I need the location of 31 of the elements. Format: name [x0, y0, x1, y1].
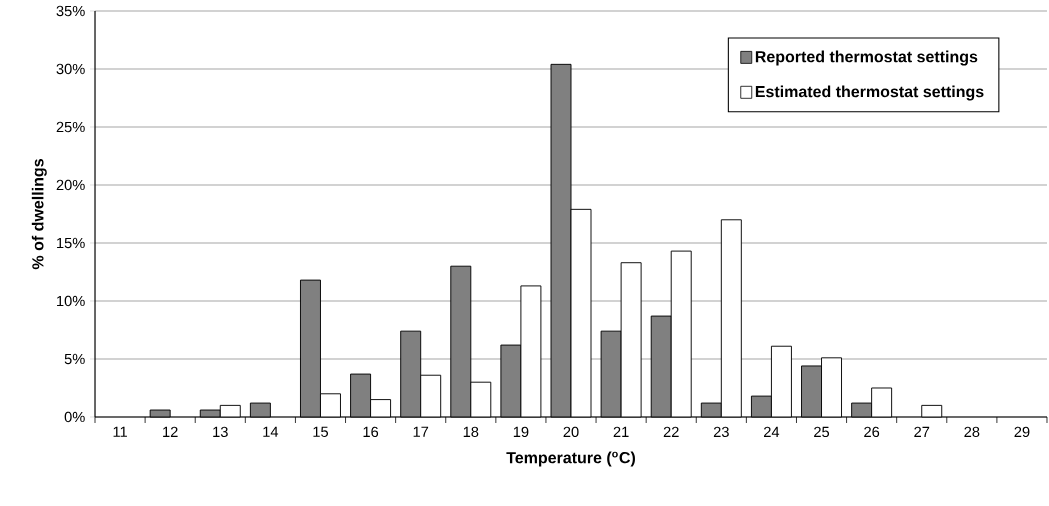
x-tick-label: 23	[713, 426, 729, 438]
x-tick-label: 11	[113, 426, 127, 437]
x-tick-label: 25	[814, 426, 830, 438]
x-tick-label: 22	[663, 426, 679, 437]
legend-label: Estimated thermostat settings	[755, 85, 984, 101]
x-tick-label: 27	[914, 426, 930, 437]
x-tick-label: 24	[764, 426, 780, 437]
x-tick-label: 14	[263, 426, 279, 437]
x-tick-label: 15	[313, 426, 329, 437]
y-tick-label: 15%	[57, 237, 85, 249]
y-tick-label: 20%	[56, 179, 85, 191]
y-tick-label: 30%	[56, 63, 85, 75]
x-axis-title: Temperature ($^{o}$C)	[506, 451, 635, 467]
y-tick-label: 0%	[64, 411, 85, 423]
x-tick-label: 18	[463, 426, 479, 438]
x-tick-label: 17	[413, 426, 429, 437]
x-tick-label: 28	[964, 426, 980, 438]
x-tick-label: 26	[864, 426, 880, 438]
y-tick-label: 35%	[56, 5, 85, 17]
x-tick-label: 19	[513, 426, 529, 438]
y-tick-label: 25%	[56, 121, 85, 133]
x-tick-label: 16	[363, 426, 379, 438]
y-axis-title: % of dwellings	[31, 159, 47, 270]
x-tick-label: 20	[563, 426, 579, 438]
legend-label: Reported thermostat settings	[755, 50, 978, 66]
y-tick-label: 5%	[64, 353, 85, 365]
x-tick-label: 29	[1014, 426, 1030, 438]
x-tick-label: 13	[213, 426, 228, 438]
x-tick-label: 12	[163, 426, 178, 437]
x-tick-label: 21	[613, 426, 629, 437]
y-tick-label: 10%	[57, 295, 85, 307]
